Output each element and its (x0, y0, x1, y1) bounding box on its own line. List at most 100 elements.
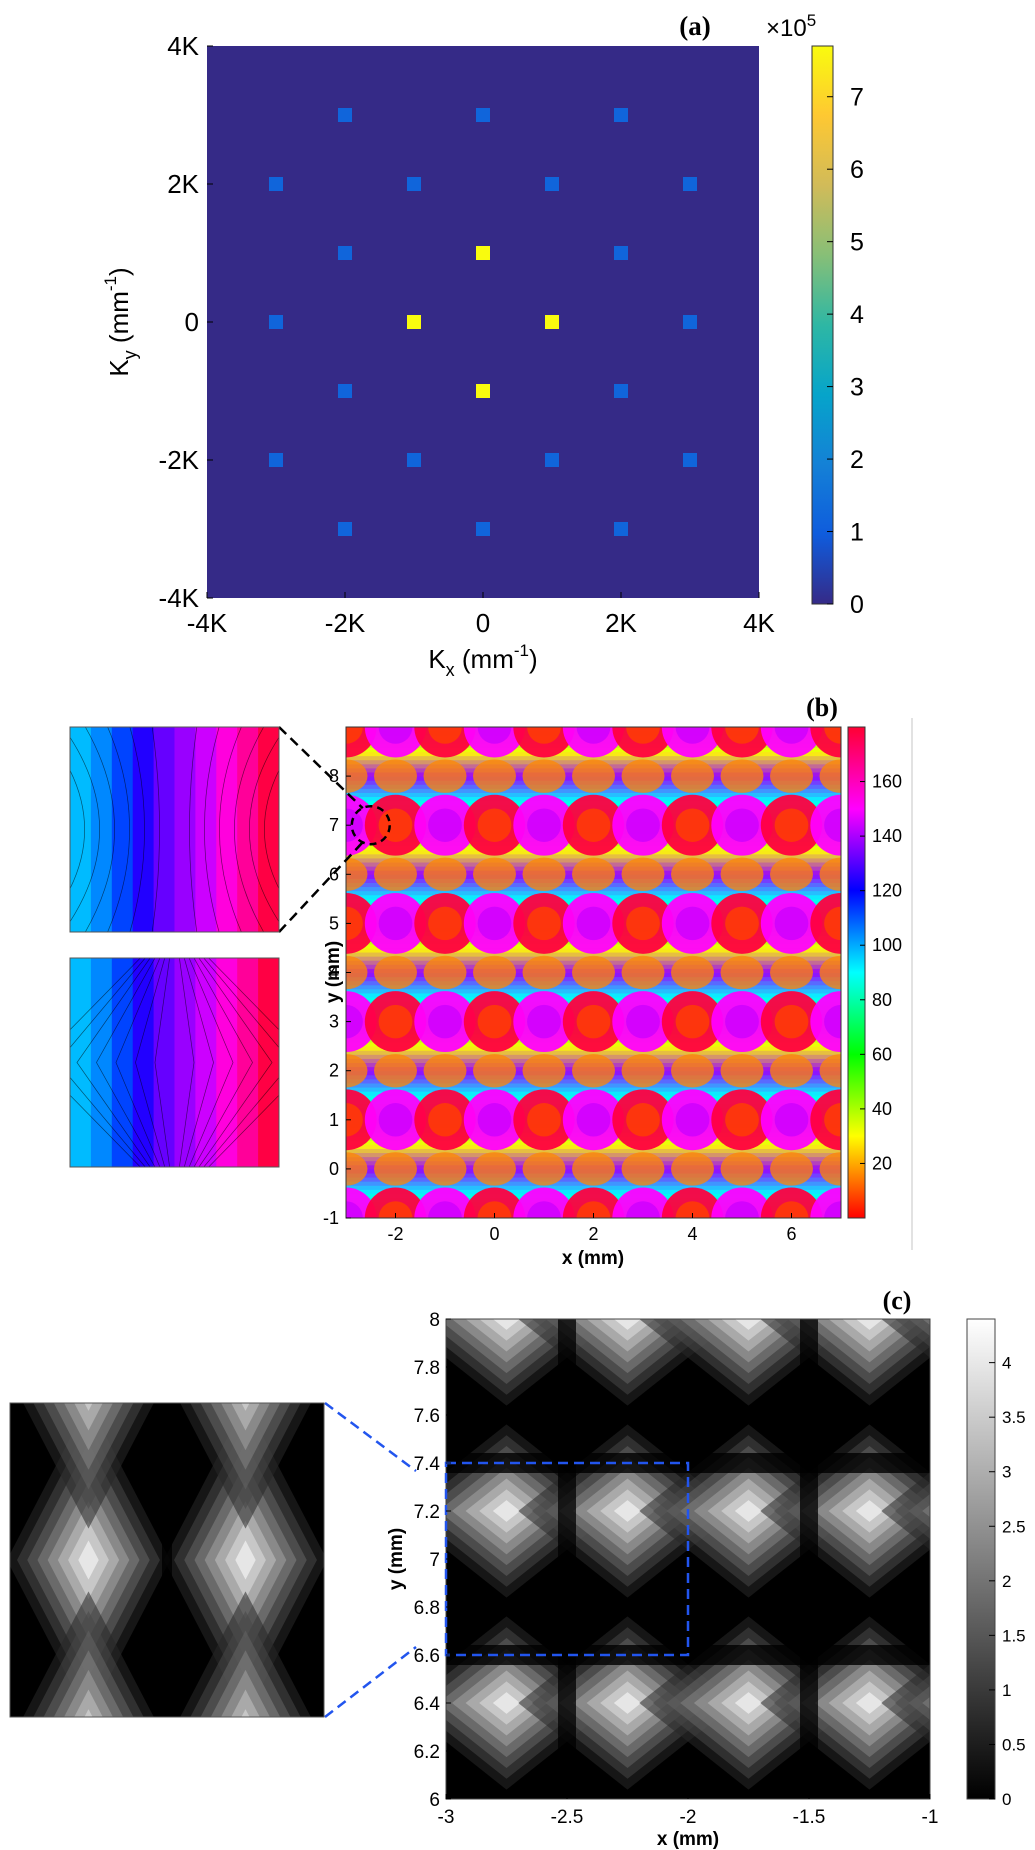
panel-b-lobe (819, 759, 841, 793)
panel-a-point-3 (476, 384, 490, 398)
inset-contour (135, 958, 166, 1167)
panel-a-point-11 (338, 246, 352, 260)
panel-b-lobe (819, 1053, 841, 1088)
panel-b-vortex-core (774, 1201, 809, 1218)
panel-c-x-tick-label-2: -2 (680, 1807, 697, 1828)
panel-b-vortex-core (477, 1201, 512, 1218)
panel-a-colorbar-tick-label-0: 0 (850, 591, 864, 619)
panel-b-x-tick-label-3: 4 (687, 1224, 697, 1244)
panel-a-point-6 (614, 108, 628, 122)
panel-b-vortex-core (626, 727, 660, 744)
panel-b-vortex-core (774, 808, 809, 842)
inset-contour (179, 958, 195, 1167)
panel-b-lobe (473, 857, 516, 892)
panel-b-x-tick-label-4: 6 (786, 1224, 796, 1244)
panel-b-band (346, 698, 841, 703)
panel-b-colorbar-ticks: 20 40 60 80 100 120 140 160 (860, 772, 902, 1173)
panel-b-lobe (346, 759, 368, 793)
inset-band (132, 958, 155, 1167)
panel-b-vortex-core (626, 1201, 660, 1218)
panel-c-x-tick-label-4: -1 (922, 1807, 939, 1828)
panel-b-lobe (671, 1152, 714, 1186)
panel-b-lobe (621, 759, 665, 793)
panel-a-point-5 (476, 108, 490, 122)
panel-c-node-line-v-0 (558, 1319, 576, 1799)
panel-b-vortex-core (824, 1201, 841, 1218)
inset-contour (70, 958, 141, 1167)
panel-c-colorbar-tick-label-4: 2 (1002, 1572, 1011, 1591)
panel-c-lobe (492, 1692, 521, 1714)
panel-c-y-ticks: 6 6.2 6.4 6.6 6.8 7 7.2 7.4 7.6 7.8 8 (414, 1310, 451, 1811)
inset-contour (198, 958, 273, 1167)
panel-b-band (346, 951, 841, 957)
panel-b-y-tick-label-4: 3 (329, 1012, 339, 1032)
panel-b-vortex-core (527, 1103, 561, 1137)
panel-b-vortex-core (824, 1103, 841, 1137)
panel-b-band (346, 681, 841, 686)
panel-b-vortex-core (378, 1103, 413, 1137)
panel-b-lobe (720, 955, 764, 990)
panel-b-lobe (522, 955, 566, 990)
panel-b-vortex-core (477, 1004, 512, 1039)
panel-c-inset-lobe-4 (74, 1689, 103, 1717)
panel-c-lobe (734, 1500, 763, 1522)
panel-b-vortex-core (378, 906, 413, 941)
panel-c-colorbar (966, 1318, 996, 1800)
panel-c-lobe (922, 1319, 930, 1326)
panel-c-colorbar-tick-label-0: 0 (1002, 1790, 1011, 1809)
panel-b-band (346, 791, 841, 798)
panel-b-vortex-core (527, 1004, 561, 1039)
panel-c-lobe (613, 1692, 642, 1714)
panel-a-point-12 (614, 246, 628, 260)
panel-b-lobe (346, 1053, 368, 1088)
inset-band (153, 958, 176, 1167)
panel-b-vortex-core (675, 906, 710, 941)
panel-b-lobe (671, 759, 714, 793)
panel-b-phase-pattern (346, 681, 841, 1218)
panel-b-vortex-core (378, 1004, 413, 1039)
panel-b-band (346, 702, 841, 707)
panel-b-lobe (374, 955, 417, 990)
inset-band (132, 727, 155, 932)
panel-c-y-tick-label-2: 6.4 (414, 1694, 441, 1715)
panel-b-lobe (572, 857, 615, 892)
panel-a-plot-area (207, 46, 759, 598)
panel-b-band (346, 1086, 841, 1092)
panel-b-zoom-connector-top (278, 726, 364, 810)
panel-b-colorbar-tick-label-4: 100 (872, 935, 902, 955)
inset-band (195, 958, 218, 1167)
panel-c-inset-lobe-1 (235, 1540, 256, 1580)
panel-b-vortex-core (576, 906, 611, 941)
panel-a-x-tick-label-3: 2K (605, 608, 637, 638)
panel-a-point-19 (545, 453, 559, 467)
panel-c-lobe (600, 1319, 655, 1341)
inset-contour (188, 958, 234, 1167)
panel-b-vortex-core (527, 808, 561, 842)
panel-b-lobe (572, 1053, 615, 1088)
panel-b-vortex-core (527, 727, 561, 744)
panel-a-label: (a) (679, 11, 710, 41)
panel-a-point-4 (338, 108, 352, 122)
inset-contour (85, 727, 115, 932)
panel-a-point-16 (614, 384, 628, 398)
inset-contour (70, 958, 146, 1167)
panel-b-vortex-core (428, 808, 462, 842)
panel-b-zoom-circle (350, 804, 391, 846)
panel-c-y-tick-label-7: 7.4 (414, 1454, 441, 1475)
panel-b-vortex-core (725, 1004, 759, 1039)
panel-b-vortex-core (675, 1201, 710, 1218)
panel-b-lobe (770, 759, 813, 793)
panel-a-x-tick-label-0: -4K (187, 608, 228, 638)
panel-b-band (346, 890, 841, 896)
panel-c-inset-lobe-5 (235, 1729, 255, 1768)
panel-b-lobe (374, 1152, 417, 1186)
panel-c-colorbar-tick-label-7: 3.5 (1002, 1408, 1026, 1427)
panel-b-vortex-core (378, 1201, 413, 1218)
inset-band (111, 958, 134, 1167)
panel-a-y-axis-label: Ky (mm-1) (101, 267, 140, 376)
panel-c-lobe (721, 1319, 776, 1341)
inset-contour (70, 769, 85, 890)
panel-b-vortex-core (576, 1103, 611, 1137)
panel-a-colorbar-tick-label-3: 3 (850, 374, 864, 402)
panel-b-band (346, 690, 841, 695)
